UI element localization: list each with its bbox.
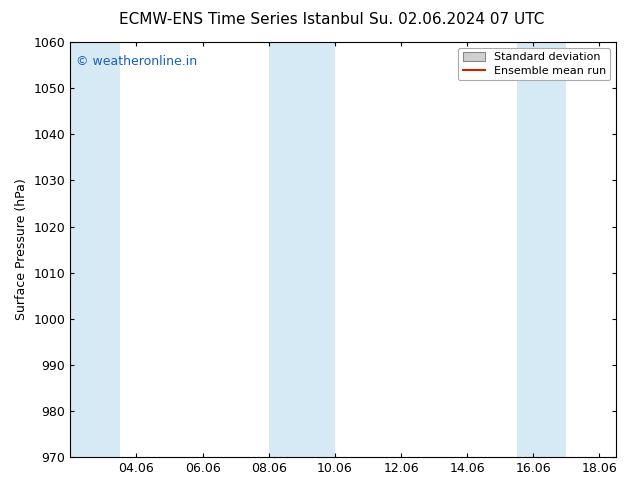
Text: ECMW-ENS Time Series Istanbul: ECMW-ENS Time Series Istanbul	[119, 12, 363, 27]
Bar	[269, 42, 335, 457]
Legend: Standard deviation, Ensemble mean run: Standard deviation, Ensemble mean run	[458, 48, 611, 80]
Bar	[70, 42, 120, 457]
Text: Su. 02.06.2024 07 UTC: Su. 02.06.2024 07 UTC	[369, 12, 544, 27]
Bar	[517, 42, 566, 457]
Text: © weatheronline.in: © weatheronline.in	[75, 54, 197, 68]
Y-axis label: Surface Pressure (hPa): Surface Pressure (hPa)	[15, 179, 28, 320]
